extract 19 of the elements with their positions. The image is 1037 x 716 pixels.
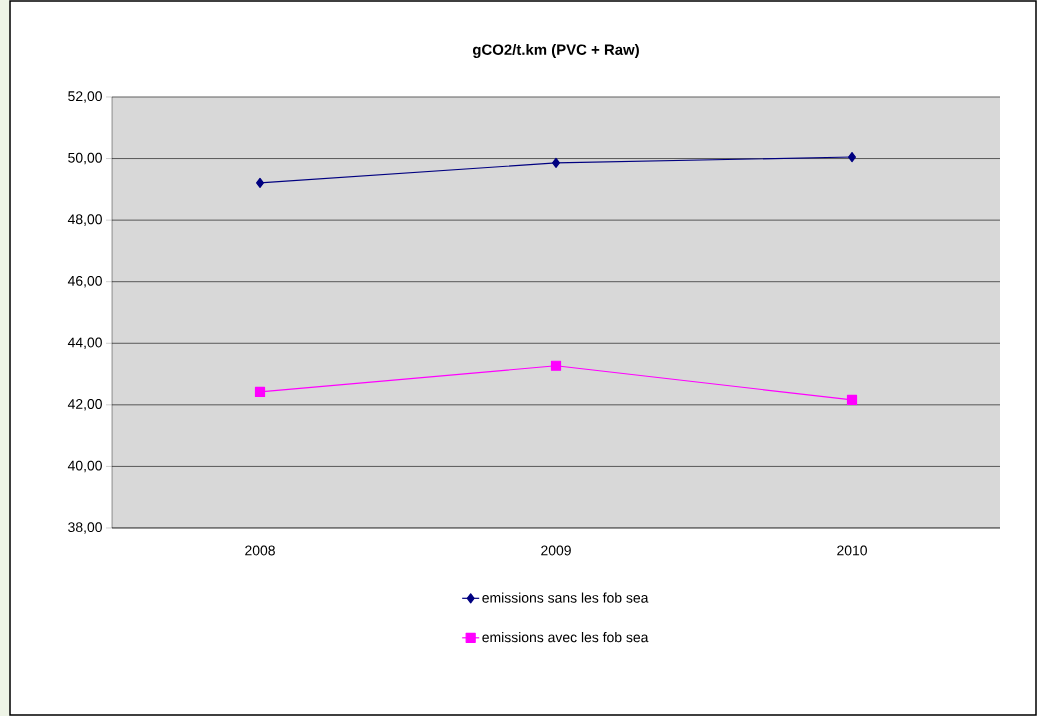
y-tick-label: 42,00 (67, 399, 102, 411)
y-tick-label: 38,00 (68, 522, 102, 534)
y-tick-label: 50,00 (68, 152, 102, 165)
point (552, 157, 560, 168)
y-tick-label: 46,00 (67, 275, 102, 288)
point (256, 177, 264, 188)
y-tick-label: 48,00 (67, 214, 102, 226)
point (254, 386, 266, 398)
legend-label: emissions avec les fob sea (482, 632, 649, 643)
y-tick-label: 44,00 (67, 337, 102, 350)
legend-label: emissions sans les fob sea (482, 592, 649, 603)
x-tick-label: 2009 (541, 545, 571, 556)
y-tick-label: 40,00 (67, 460, 102, 473)
point (550, 360, 562, 371)
point (846, 394, 858, 406)
x-tick-label: 2010 (837, 545, 867, 556)
y-tick-label: 52,00 (68, 91, 102, 103)
chart-title: gCO2/t.km (PVC + Raw) (472, 43, 639, 58)
x-tick-label: 2008 (245, 545, 275, 556)
